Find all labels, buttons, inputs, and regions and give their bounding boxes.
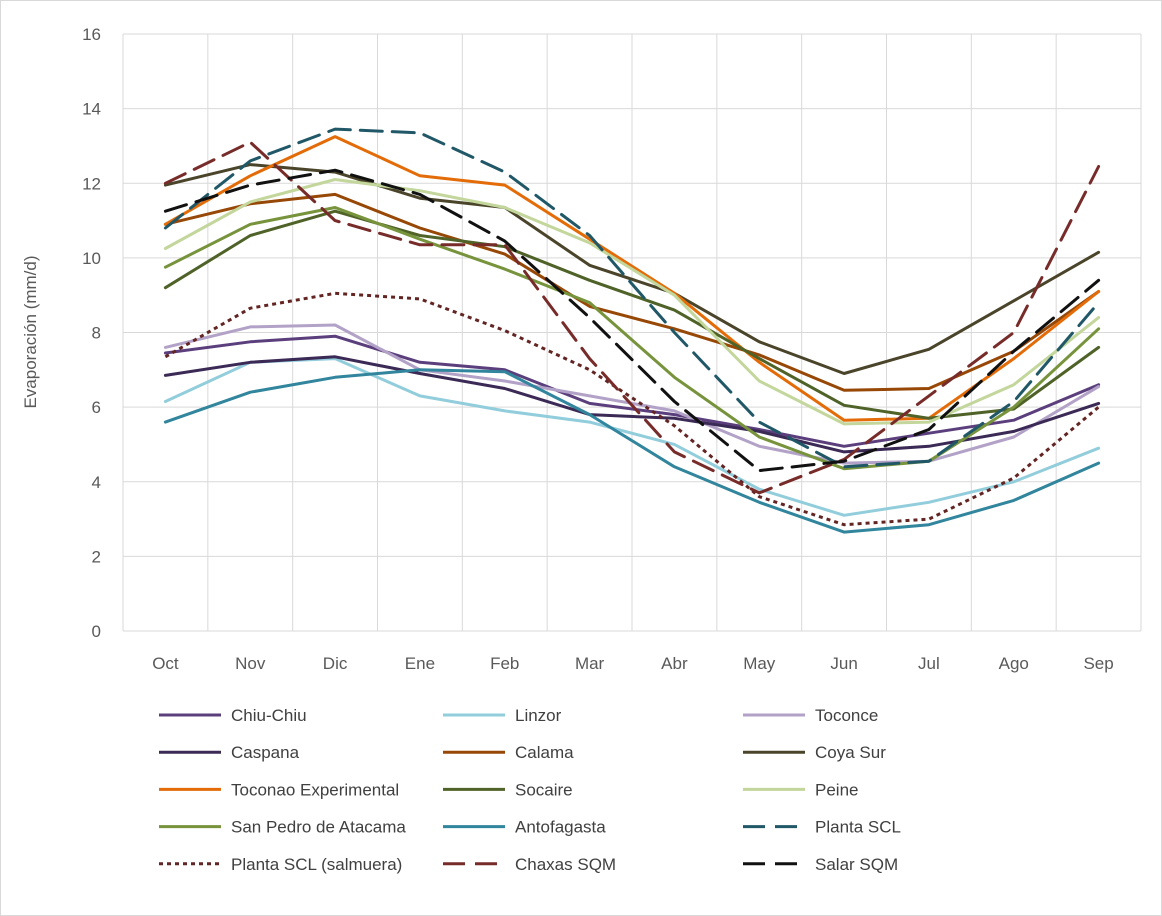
legend-item: Linzor xyxy=(443,706,562,725)
legend-label: Coya Sur xyxy=(815,743,886,762)
legend-label: Planta SCL (salmuera) xyxy=(231,855,402,874)
legend-item: Planta SCL (salmuera) xyxy=(159,855,402,874)
y-tick-label: 10 xyxy=(82,249,101,268)
x-tick-label: Jul xyxy=(918,654,940,673)
series-line-4 xyxy=(163,355,1101,454)
x-tick-label: Feb xyxy=(490,654,519,673)
x-tick-label: Ago xyxy=(999,654,1029,673)
series-line-14 xyxy=(163,140,1101,495)
x-tick-label: Sep xyxy=(1083,654,1113,673)
legend-item: Calama xyxy=(443,743,574,762)
y-tick-label: 6 xyxy=(92,398,101,417)
y-axis-title: Evaporación (mm/d) xyxy=(21,255,40,408)
legend-item: Chaxas SQM xyxy=(443,855,616,874)
y-tick-label: 12 xyxy=(82,174,101,193)
y-tick-label: 14 xyxy=(82,100,101,119)
legend-item: San Pedro de Atacama xyxy=(159,818,406,837)
legend-label: Peine xyxy=(815,780,858,799)
legend-item: Toconce xyxy=(743,706,878,725)
legend-item: Salar SQM xyxy=(743,855,898,874)
legend-item: Toconao Experimental xyxy=(159,780,399,799)
legend-item: Socaire xyxy=(443,780,573,799)
x-tick-label: Abr xyxy=(661,654,688,673)
legend-label: Chaxas SQM xyxy=(515,855,616,874)
series-line-1 xyxy=(163,334,1101,448)
x-tick-label: Jun xyxy=(830,654,857,673)
series-line-7 xyxy=(163,135,1101,422)
legend-item: Peine xyxy=(743,780,858,799)
legend-item: Coya Sur xyxy=(743,743,886,762)
legend-label: Chiu-Chiu xyxy=(231,706,307,725)
series-line-13 xyxy=(164,291,1100,527)
legend-item: Planta SCL xyxy=(743,818,901,837)
x-tick-label: Ene xyxy=(405,654,435,673)
y-tick-label: 4 xyxy=(92,473,101,492)
legend-label: Linzor xyxy=(515,706,562,725)
legend-item: Caspana xyxy=(159,743,300,762)
series-line-15 xyxy=(163,168,1101,473)
x-tick-label: Oct xyxy=(152,654,179,673)
legend-item: Chiu-Chiu xyxy=(159,706,307,725)
legend-label: Toconce xyxy=(815,706,878,725)
legend-label: Caspana xyxy=(231,743,300,762)
y-tick-label: 2 xyxy=(92,547,101,566)
series-line-12 xyxy=(163,127,1101,469)
legend-label: Socaire xyxy=(515,780,573,799)
series-line-5 xyxy=(163,192,1101,392)
legend-label: Calama xyxy=(515,743,574,762)
x-tick-label: May xyxy=(743,654,776,673)
series-lines xyxy=(163,127,1101,534)
legend-label: Toconao Experimental xyxy=(231,780,399,799)
legend-label: Planta SCL xyxy=(815,818,901,837)
axes: 0 2 4 6 8 10 12 14 16 Oct Nov Dic Ene Feb Mar Abr May Jun… xyxy=(82,25,1114,673)
x-tick-label: Nov xyxy=(235,654,266,673)
y-tick-label: 0 xyxy=(92,622,101,641)
y-tick-label: 16 xyxy=(82,25,101,44)
legend: Chiu-Chiu Linzor Toconce Caspana Calama Coya … xyxy=(159,706,901,874)
gridlines xyxy=(122,33,1142,632)
x-tick-label: Mar xyxy=(575,654,605,673)
series-line-6 xyxy=(163,163,1101,375)
y-tick-label: 8 xyxy=(92,324,101,343)
legend-label: Salar SQM xyxy=(815,855,898,874)
legend-label: Antofagasta xyxy=(515,818,606,837)
legend-item: Antofagasta xyxy=(443,818,606,837)
series-line-11 xyxy=(163,368,1101,534)
x-tick-label: Dic xyxy=(323,654,348,673)
legend-label: San Pedro de Atacama xyxy=(231,818,406,837)
